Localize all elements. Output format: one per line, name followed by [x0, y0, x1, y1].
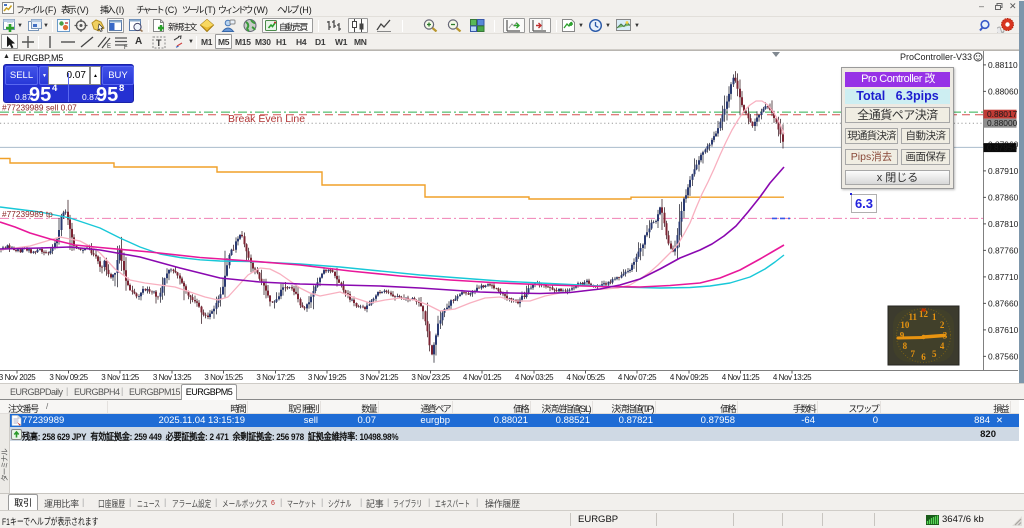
- svg-text:7: 7: [911, 349, 916, 359]
- svg-text:E: E: [107, 44, 111, 49]
- svg-text:3 Nov 09:25: 3 Nov 09:25: [49, 373, 88, 382]
- svg-text:3 Nov 11:25: 3 Nov 11:25: [101, 373, 140, 382]
- svg-text:0.87710: 0.87710: [988, 272, 1019, 282]
- svg-text:0.88060: 0.88060: [988, 86, 1019, 96]
- svg-text:9: 9: [900, 331, 905, 341]
- svg-text:3 Nov 23:25: 3 Nov 23:25: [411, 373, 450, 382]
- svg-text:#77239989 tp: #77239989 tp: [2, 209, 53, 219]
- svg-text:0.88000: 0.88000: [987, 118, 1018, 128]
- svg-text:0.87660: 0.87660: [988, 298, 1019, 308]
- svg-text:4 Nov 13:25: 4 Nov 13:25: [773, 373, 812, 382]
- svg-text:T: T: [156, 38, 162, 48]
- svg-text:4 Nov 05:25: 4 Nov 05:25: [566, 373, 605, 382]
- svg-text:5: 5: [932, 349, 937, 359]
- svg-text:3 Nov 19:25: 3 Nov 19:25: [308, 373, 347, 382]
- svg-text:4 Nov 07:25: 4 Nov 07:25: [618, 373, 657, 382]
- svg-text:ProController-V33: ProController-V33: [900, 52, 972, 62]
- svg-text:0.87810: 0.87810: [988, 219, 1019, 229]
- svg-text:3 Nov 15:25: 3 Nov 15:25: [204, 373, 243, 382]
- svg-text:1: 1: [932, 312, 937, 322]
- svg-text:12: 12: [919, 309, 929, 319]
- svg-text:0.87910: 0.87910: [988, 166, 1019, 176]
- svg-text:3 Nov 17:25: 3 Nov 17:25: [256, 373, 295, 382]
- svg-text:11: 11: [909, 312, 918, 322]
- svg-text:8: 8: [903, 341, 908, 351]
- svg-text:6: 6: [921, 352, 926, 362]
- svg-text:4: 4: [940, 341, 945, 351]
- svg-text:4 Nov 03:25: 4 Nov 03:25: [515, 373, 554, 382]
- svg-text:3 Nov 13:25: 3 Nov 13:25: [153, 373, 192, 382]
- svg-text:10: 10: [900, 320, 910, 330]
- svg-text:0.87860: 0.87860: [988, 192, 1019, 202]
- svg-text:4 Nov 11:25: 4 Nov 11:25: [722, 373, 761, 382]
- svg-text:Break Even Line: Break Even Line: [228, 113, 305, 125]
- svg-text:#77239989 sell 0.07: #77239989 sell 0.07: [2, 103, 77, 113]
- svg-text:4 Nov 09:25: 4 Nov 09:25: [670, 373, 709, 382]
- svg-text:F: F: [124, 45, 128, 49]
- svg-text:0.88110: 0.88110: [988, 60, 1018, 70]
- svg-text:0.87610: 0.87610: [988, 325, 1019, 335]
- svg-text:3 Nov 21:25: 3 Nov 21:25: [360, 373, 399, 382]
- svg-text:0.88017: 0.88017: [987, 109, 1018, 119]
- svg-text:0.87760: 0.87760: [988, 245, 1019, 255]
- svg-text:0.87954: 0.87954: [987, 143, 1018, 153]
- svg-text:2: 2: [940, 320, 945, 330]
- svg-text:3 Nov 2025: 3 Nov 2025: [0, 373, 36, 382]
- svg-text:0.87560: 0.87560: [988, 351, 1019, 361]
- svg-text:4 Nov 01:25: 4 Nov 01:25: [463, 373, 502, 382]
